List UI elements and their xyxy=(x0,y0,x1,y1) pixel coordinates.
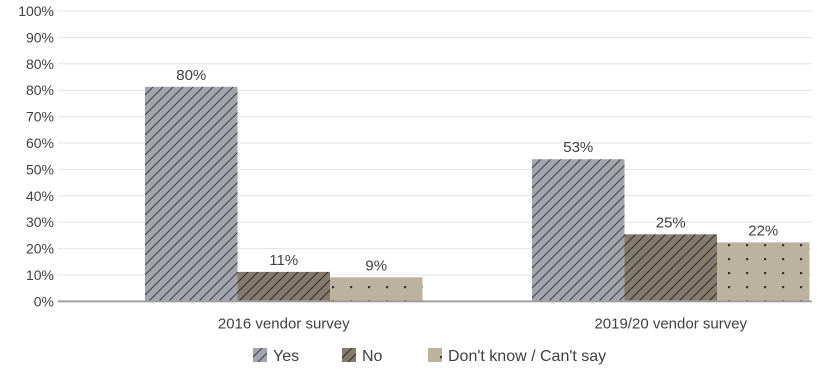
y-tick-label: 80% xyxy=(26,82,54,98)
category-label: 2019/20 vendor survey xyxy=(594,315,747,332)
bar-no xyxy=(624,234,717,302)
y-tick-label: 80% xyxy=(26,56,54,72)
bar-no xyxy=(237,271,330,302)
legend-item: No xyxy=(342,348,383,365)
y-tick-label: 20% xyxy=(26,241,54,257)
legend-item: Yes xyxy=(253,348,299,365)
bars xyxy=(145,86,810,302)
data-label: 11% xyxy=(269,252,298,269)
data-label: 9% xyxy=(365,257,387,274)
data-labels: 80% 11% 9% 53% 25% 22% xyxy=(176,67,778,274)
y-tick-label: 50% xyxy=(26,161,54,177)
data-label: 25% xyxy=(656,214,686,231)
x-axis-category-labels: 2016 vendor survey 2019/20 vendor survey xyxy=(218,315,748,332)
y-tick-label: 70% xyxy=(26,109,54,125)
bar-yes xyxy=(145,86,238,302)
data-label: 53% xyxy=(563,139,593,156)
legend-swatch xyxy=(342,348,356,362)
y-tick-label: 0% xyxy=(34,293,54,309)
y-tick-label: 60% xyxy=(26,135,54,151)
legend-label: No xyxy=(362,348,383,365)
y-tick-label: 10% xyxy=(26,267,54,283)
legend: Yes No Don't know / Can't say xyxy=(253,348,606,365)
y-tick-label: 30% xyxy=(26,214,54,230)
y-axis-tick-labels: 0% 10% 20% 30% 40% 50% 60% 70% 80% 80% 90% 100% xyxy=(18,3,54,309)
category-label: 2016 vendor survey xyxy=(218,315,350,332)
legend-swatch xyxy=(428,348,442,362)
bar-don-t-know-can-t-say xyxy=(330,277,423,302)
legend-item: Don't know / Can't say xyxy=(428,348,606,365)
legend-label: Don't know / Can't say xyxy=(448,348,606,365)
data-label: 80% xyxy=(176,67,206,84)
bar-yes xyxy=(532,159,625,302)
y-tick-label: 40% xyxy=(26,188,54,204)
legend-label: Yes xyxy=(273,348,299,365)
y-tick-label: 90% xyxy=(26,29,54,45)
data-label: 22% xyxy=(748,222,778,239)
y-tick-label: 100% xyxy=(18,3,54,19)
legend-swatch xyxy=(253,348,267,362)
bar-don-t-know-can-t-say xyxy=(717,242,810,302)
